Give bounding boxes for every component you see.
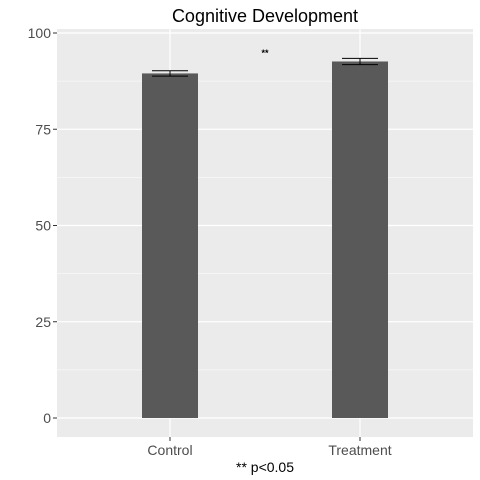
x-tick-label: Treatment [328,442,391,458]
y-tick-label: 50 [35,218,51,234]
x-axis-ticks: Control Treatment [147,437,392,458]
y-tick-label: 0 [43,410,51,426]
error-bars [152,57,378,77]
bars [142,61,388,419]
x-tick-label: Control [147,442,192,458]
plot-panel [57,29,473,437]
chart-title: Cognitive Development [172,6,358,26]
grid-minor-lines [57,80,473,371]
y-tick-label: 25 [35,314,51,330]
bar-treatment [332,61,388,419]
x-axis-label: ** p<0.05 [236,459,294,475]
y-axis-ticks: 0 25 50 75 100 [28,25,57,426]
y-tick-label: 100 [28,25,52,41]
bar-control [142,73,198,419]
y-tick-label: 75 [35,121,51,137]
significance-annotation: ** [261,48,269,58]
